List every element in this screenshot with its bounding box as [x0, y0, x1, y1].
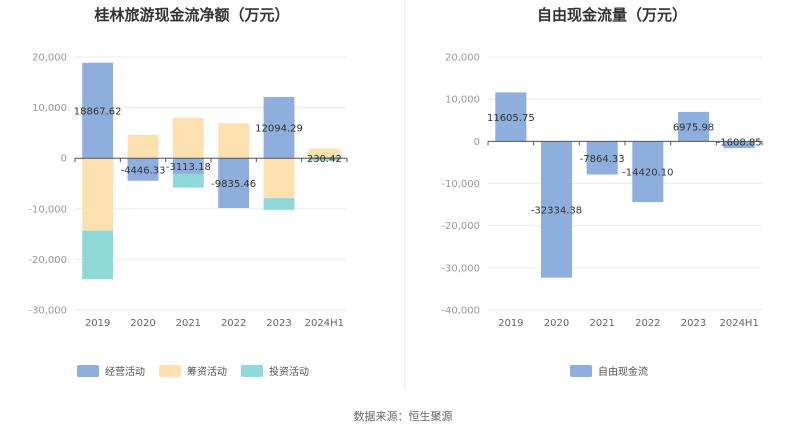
- bar: [127, 134, 159, 159]
- y-tick-label: 0: [61, 154, 67, 165]
- y-tick-label: -30,000: [28, 306, 67, 317]
- free-cashflow-chart: 自由现金流量（万元） 20,000 10,000 0 -10,000 -20,000 -3…: [441, 6, 763, 378]
- y-tick-label: -10,000: [28, 204, 67, 215]
- x-tick-label: 2024H1: [719, 318, 758, 329]
- bar: [82, 62, 114, 159]
- bar: [263, 97, 295, 159]
- data-label: -32334.38: [531, 206, 582, 217]
- bar: [218, 158, 250, 208]
- bar: [540, 141, 573, 278]
- legend-swatch: [77, 365, 99, 377]
- x-tick-label: 2020: [130, 318, 155, 329]
- y-tick-label: -20,000: [28, 255, 67, 266]
- data-source: 数据来源：恒生聚源: [354, 409, 453, 423]
- bar: [82, 230, 114, 280]
- cashflow-net-chart: 桂林旅游现金流净额（万元） 20,000 10,000 0 -10,000 -20,00…: [28, 6, 348, 378]
- x-tick-label: 2019: [85, 318, 110, 329]
- bar: [308, 157, 340, 159]
- y-tick-label: 0: [474, 137, 480, 148]
- data-label: 12094.29: [255, 124, 303, 135]
- legend-label: 经营活动: [105, 365, 145, 378]
- bar: [495, 92, 527, 142]
- bar: [172, 117, 204, 159]
- x-tick-label: 2020: [544, 318, 569, 329]
- y-tick-label: 20,000: [32, 53, 67, 64]
- data-label: 6975.98: [673, 123, 714, 134]
- legend-swatch: [159, 365, 181, 377]
- data-label: 18867.62: [74, 106, 122, 117]
- x-tick-label: 2024H1: [305, 318, 344, 329]
- data-label: -1608.85: [717, 137, 762, 148]
- y-tick-label: -30,000: [441, 263, 480, 274]
- x-tick-label: 2023: [681, 318, 706, 329]
- data-label: -9835.46: [211, 179, 256, 190]
- bar: [308, 148, 340, 158]
- y-tick-label: -10,000: [441, 179, 480, 190]
- y-tick-label: -20,000: [441, 221, 480, 232]
- x-tick-label: 2019: [498, 318, 523, 329]
- x-tick-label: 2022: [635, 318, 660, 329]
- bar: [127, 158, 159, 181]
- legend-label: 自由现金流: [598, 365, 648, 378]
- data-label: -14420.10: [622, 168, 673, 179]
- data-label: 230.42: [307, 154, 342, 165]
- bar: [723, 141, 755, 149]
- bar: [82, 158, 114, 231]
- bar: [308, 158, 340, 161]
- data-label: -7864.33: [580, 154, 625, 165]
- chart-title: 桂林旅游现金流净额（万元）: [93, 6, 289, 24]
- bar: [632, 141, 664, 203]
- data-label: -3113.18: [166, 162, 211, 173]
- legend-swatch: [241, 365, 263, 377]
- y-tick-label: -40,000: [441, 306, 480, 317]
- legend-swatch: [570, 365, 592, 377]
- bar: [172, 158, 204, 174]
- bar: [677, 111, 710, 142]
- legend-label: 投资活动: [269, 365, 309, 378]
- y-tick-label: 20,000: [445, 53, 480, 64]
- y-tick-label: 10,000: [445, 95, 480, 106]
- data-label: -4446.33: [121, 165, 166, 176]
- x-tick-label: 2022: [221, 318, 246, 329]
- x-tick-label: 2021: [176, 318, 201, 329]
- legend-label: 筹资活动: [187, 365, 227, 378]
- chart-title: 自由现金流量（万元）: [537, 6, 687, 24]
- bar: [263, 158, 295, 199]
- bar: [263, 198, 295, 210]
- bar: [172, 173, 204, 188]
- bar: [586, 141, 618, 175]
- x-tick-label: 2021: [589, 318, 614, 329]
- data-label: 11605.75: [487, 113, 535, 124]
- bar: [218, 123, 250, 159]
- y-tick-label: 10,000: [32, 103, 67, 114]
- x-tick-label: 2023: [266, 318, 291, 329]
